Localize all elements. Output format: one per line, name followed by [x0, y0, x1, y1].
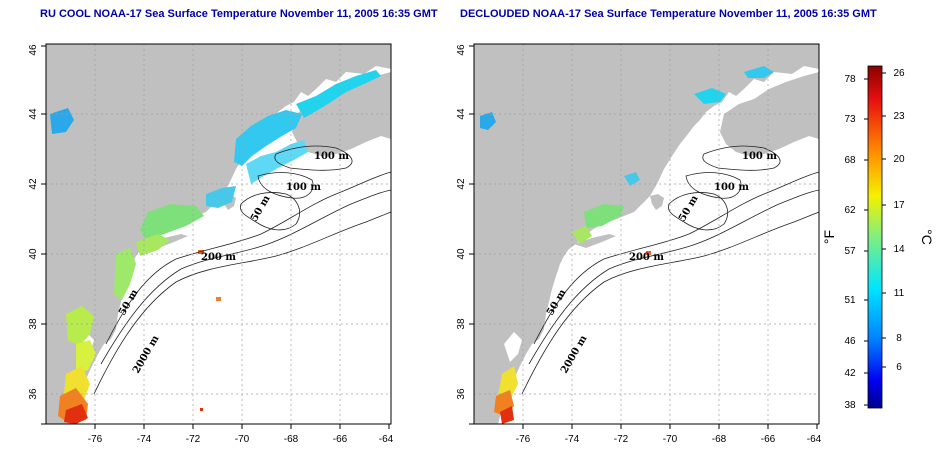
left-map-frame — [45, 43, 392, 425]
left-map-panel: 100 m 100 m 50 m 200 m 50 m 2000 m -76 -… — [28, 43, 394, 445]
colorbar-fahrenheit-tick: 38 — [844, 400, 856, 411]
colorbar-fahrenheit-tick: 78 — [844, 74, 856, 85]
right-contour-label-100m-lower: 100 m — [714, 182, 749, 193]
right-x-axis: -76 -74 -72 -70 -68 -66 -64 — [516, 424, 822, 445]
colorbar-celsius-tick: 20 — [893, 154, 905, 165]
temperature-colorbar: 78 73 68 62 57 51 46 42 38 26 23 20 17 1… — [821, 65, 935, 411]
right-y-axis: 36 38 40 42 44 46 — [456, 44, 474, 425]
colorbar-fahrenheit-tick: 73 — [844, 114, 856, 125]
left-bathymetry-contours — [93, 145, 392, 395]
colorbar-fahrenheit-tick: 42 — [844, 368, 856, 379]
colorbar-celsius-tick: 26 — [893, 68, 905, 79]
colorbar-celsius-tick: 11 — [894, 288, 905, 299]
right-x-tick: -64 — [807, 434, 822, 445]
left-panel-title: RU COOL NOAA-17 Sea Surface Temperature … — [40, 8, 438, 20]
colorbar-celsius-tick: 23 — [893, 111, 905, 122]
left-x-tick: -76 — [88, 434, 103, 445]
right-grid — [474, 44, 819, 424]
colorbar-celsius-ticks: 26 23 20 17 14 11 8 6 — [882, 68, 905, 373]
left-y-axis: 36 38 40 42 44 46 — [28, 44, 46, 425]
left-sst-data — [50, 70, 381, 424]
left-y-tick: 42 — [28, 178, 39, 190]
right-y-tick: 42 — [456, 178, 467, 190]
right-contour-label-200m: 200 m — [629, 252, 664, 263]
left-y-tick: 38 — [28, 318, 39, 330]
colorbar-fahrenheit-ticks: 78 73 68 62 57 51 46 42 38 — [844, 74, 868, 411]
left-contour-label-100m-upper: 100 m — [314, 151, 349, 162]
colorbar-celsius-tick: 17 — [893, 200, 905, 211]
right-y-tick: 40 — [456, 248, 467, 260]
left-y-tick: 36 — [28, 388, 39, 400]
colorbar-fahrenheit-tick: 62 — [844, 205, 856, 216]
right-contour-label-100m-upper: 100 m — [742, 151, 777, 162]
left-grid — [46, 44, 391, 424]
right-x-tick: -66 — [761, 434, 776, 445]
right-panel-title: DECLOUDED NOAA-17 Sea Surface Temperatur… — [460, 8, 877, 20]
colorbar-celsius-tick: 8 — [896, 333, 902, 344]
right-y-tick: 46 — [456, 44, 467, 56]
right-x-tick: -76 — [516, 434, 531, 445]
colorbar-fahrenheit-tick: 68 — [844, 155, 856, 166]
left-contour-label-200m: 200 m — [201, 252, 236, 263]
colorbar-fahrenheit-tick: 51 — [844, 295, 856, 306]
left-x-tick: -66 — [333, 434, 348, 445]
left-x-tick: -72 — [186, 434, 201, 445]
right-y-tick: 44 — [456, 108, 467, 120]
right-x-tick: -74 — [565, 434, 580, 445]
colorbar-gradient — [867, 65, 883, 409]
right-x-tick: -70 — [663, 434, 678, 445]
right-map-panel: 100 m 100 m 50 m 200 m 50 m 2000 m -76 -… — [456, 43, 822, 445]
right-bathymetry-contours — [521, 145, 820, 395]
left-y-tick: 44 — [28, 108, 39, 120]
right-x-tick: -72 — [614, 434, 629, 445]
left-x-tick: -74 — [137, 434, 152, 445]
left-x-tick: -64 — [379, 434, 394, 445]
left-y-tick: 40 — [28, 248, 39, 260]
left-contour-label-100m-lower: 100 m — [286, 182, 321, 193]
colorbar-fahrenheit-tick: 46 — [844, 336, 856, 347]
right-x-tick: -68 — [712, 434, 727, 445]
left-x-axis: -76 -74 -72 -70 -68 -66 -64 — [88, 424, 394, 445]
right-sst-data — [480, 66, 774, 424]
right-y-tick: 38 — [456, 318, 467, 330]
colorbar-celsius-label: °C — [919, 229, 935, 245]
right-map-frame — [473, 43, 820, 425]
left-x-tick: -70 — [235, 434, 250, 445]
colorbar-celsius-tick: 6 — [896, 362, 902, 373]
colorbar-celsius-tick: 14 — [893, 244, 905, 255]
colorbar-fahrenheit-label: °F — [821, 230, 837, 244]
left-x-tick: -68 — [284, 434, 299, 445]
right-y-tick: 36 — [456, 388, 467, 400]
left-y-tick: 46 — [28, 44, 39, 56]
colorbar-fahrenheit-tick: 57 — [844, 246, 856, 257]
